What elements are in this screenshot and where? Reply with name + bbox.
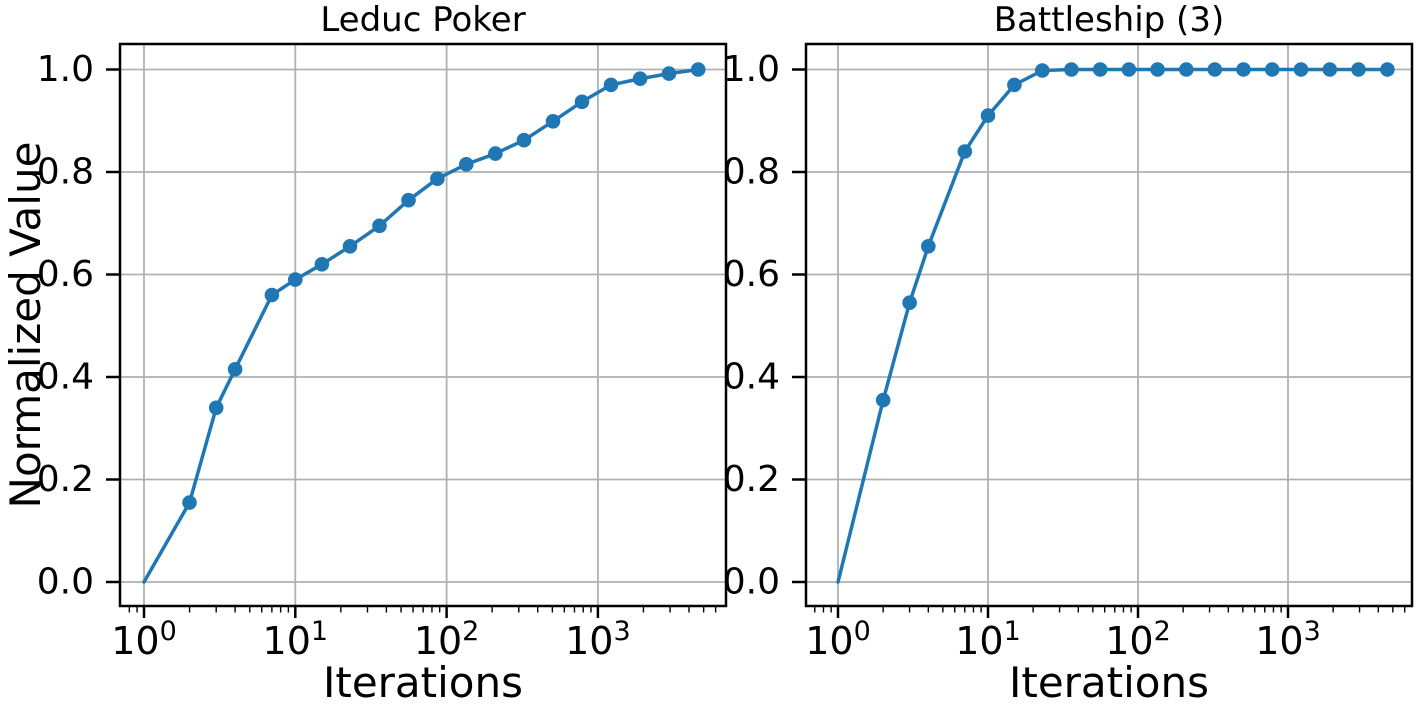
data-point-marker [401, 192, 416, 208]
data-point-marker [980, 108, 996, 123]
data-point-marker [574, 94, 590, 110]
data-point-marker [227, 362, 243, 377]
data-point-marker [459, 157, 474, 172]
data-point-marker [603, 77, 619, 93]
data-point-marker [1007, 77, 1022, 93]
x-axis-label-right: Iterations [1008, 658, 1210, 707]
y-tick-label: 0.6 [723, 254, 780, 295]
data-point-marker [1293, 62, 1309, 77]
y-tick-label: 0.4 [37, 357, 94, 398]
data-point-marker [1236, 62, 1251, 77]
data-point-marker [314, 257, 330, 272]
plot-title-leduc-poker: Leduc Poker [320, 0, 526, 40]
data-point-marker [1264, 62, 1280, 77]
data-point-marker [957, 144, 973, 159]
data-point-marker [430, 171, 445, 186]
data-point-marker [661, 66, 677, 81]
y-tick-label: 0.2 [37, 459, 94, 500]
y-axis-label: Normalized Value [1, 141, 50, 509]
data-point-marker [690, 62, 706, 77]
y-tick-label: 1.0 [723, 49, 780, 90]
data-point-marker [372, 218, 387, 234]
data-point-marker [1179, 62, 1194, 77]
data-point-marker [342, 239, 358, 254]
axes-spines [118, 42, 728, 608]
data-point-marker [1064, 62, 1079, 77]
data-point-marker [921, 239, 936, 254]
data-point-marker [516, 132, 532, 148]
y-tick-label: 0.6 [37, 254, 94, 295]
y-tick-label: 0.8 [723, 152, 780, 193]
data-point-marker [545, 114, 561, 129]
data-point-marker [1351, 62, 1366, 77]
y-tick-label: 0.0 [37, 562, 94, 603]
data-point-marker [288, 272, 303, 287]
data-point-marker [902, 295, 917, 311]
y-tick-label: 0.2 [723, 459, 780, 500]
data-point-marker [1150, 62, 1165, 77]
data-point-marker [1380, 62, 1395, 77]
x-axis-label-left: Iterations [322, 658, 524, 707]
data-point-marker [208, 400, 224, 416]
y-tick-label: 1.0 [37, 49, 94, 90]
data-point-marker [1035, 63, 1050, 78]
data-point-marker [1121, 62, 1137, 77]
data-point-marker [1092, 62, 1108, 77]
axes-spines [804, 42, 1414, 608]
data-point-marker [875, 392, 891, 408]
data-point-marker [1322, 62, 1338, 77]
data-point-marker [488, 146, 503, 161]
data-point-marker [182, 495, 197, 510]
y-tick-label: 0.8 [37, 152, 94, 193]
y-tick-label: 0.0 [723, 562, 780, 603]
data-point-marker [632, 71, 648, 86]
data-point-marker [264, 287, 280, 303]
data-point-marker [1207, 62, 1223, 77]
plot-title-battleship: Battleship (3) [993, 0, 1225, 40]
y-tick-label: 0.4 [723, 357, 780, 398]
